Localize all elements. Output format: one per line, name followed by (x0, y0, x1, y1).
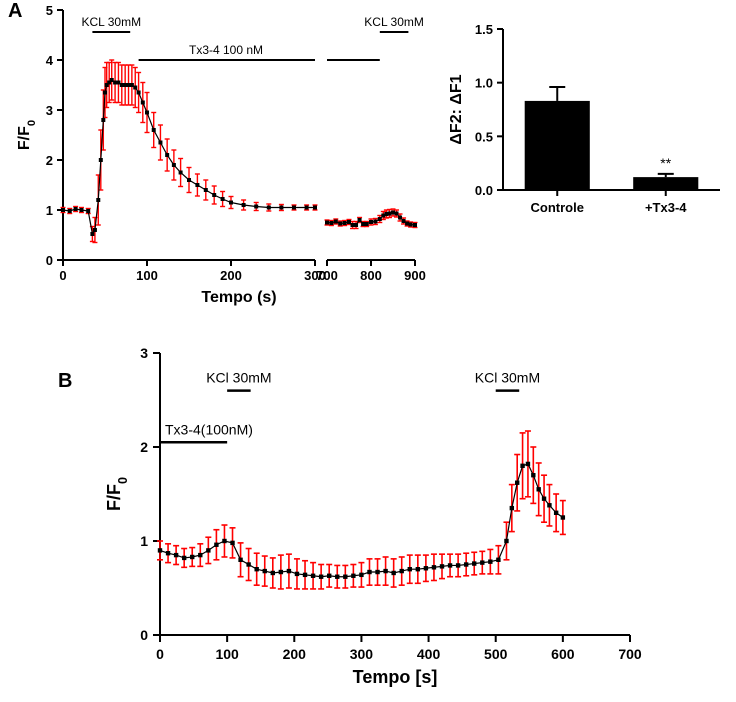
svg-text:Tempo [s]: Tempo [s] (353, 667, 438, 687)
panel-b-label: B (58, 370, 72, 393)
svg-text:200: 200 (283, 646, 307, 662)
svg-text:700: 700 (316, 268, 338, 283)
svg-text:ΔF2: ΔF1: ΔF2: ΔF1 (448, 74, 465, 144)
svg-text:4: 4 (46, 53, 54, 68)
svg-text:Tx3-4 100 nM: Tx3-4 100 nM (189, 43, 263, 57)
svg-text:0.0: 0.0 (475, 183, 493, 198)
svg-text:900: 900 (404, 268, 426, 283)
svg-text:2: 2 (46, 153, 53, 168)
svg-text:800: 800 (360, 268, 382, 283)
svg-text:Tx3-4(100nM): Tx3-4(100nM) (165, 421, 253, 437)
svg-text:5: 5 (46, 3, 53, 18)
svg-text:F/F0: F/F0 (104, 477, 130, 511)
svg-text:KCl 30mM: KCl 30mM (206, 370, 271, 386)
svg-text:3: 3 (140, 345, 148, 361)
svg-text:500: 500 (484, 646, 508, 662)
svg-text:700: 700 (618, 646, 642, 662)
svg-text:0: 0 (59, 268, 66, 283)
svg-text:0: 0 (46, 253, 53, 268)
svg-text:KCL 30mM: KCL 30mM (364, 15, 424, 29)
svg-text:100: 100 (215, 646, 239, 662)
svg-text:3: 3 (46, 103, 53, 118)
svg-text:1: 1 (140, 533, 148, 549)
svg-text:300: 300 (350, 646, 374, 662)
svg-text:KCL 30mM: KCL 30mM (82, 15, 142, 29)
svg-text:0: 0 (156, 646, 164, 662)
svg-text:+Tx3-4: +Tx3-4 (645, 200, 687, 215)
panel-a-trace-chart: 012345F/F00100200300700800900Tempo (s)KC… (15, 0, 435, 308)
svg-text:**: ** (660, 155, 671, 171)
svg-text:100: 100 (136, 268, 158, 283)
svg-text:1: 1 (46, 203, 53, 218)
svg-text:KCl 30mM: KCl 30mM (475, 370, 540, 386)
svg-text:F/F0: F/F0 (16, 120, 38, 150)
svg-text:Tempo (s): Tempo (s) (201, 289, 276, 306)
panel-a-bar-chart: 0.0 0.5 1.0 1.5 ΔF2: ΔF1 Controle +Tx3-4 ** (445, 15, 730, 225)
svg-text:0.5: 0.5 (475, 129, 493, 144)
svg-text:0: 0 (140, 627, 148, 643)
panel-b-trace-chart: 0 1 2 3 0 100 200 300 400 500 600 700 Tempo [s] F/F0 T… (100, 335, 660, 695)
svg-text:Controle: Controle (531, 200, 584, 215)
svg-text:600: 600 (551, 646, 575, 662)
svg-text:1.5: 1.5 (475, 22, 493, 37)
svg-text:1.0: 1.0 (475, 76, 493, 91)
svg-text:400: 400 (417, 646, 441, 662)
svg-text:2: 2 (140, 439, 148, 455)
svg-text:200: 200 (220, 268, 242, 283)
